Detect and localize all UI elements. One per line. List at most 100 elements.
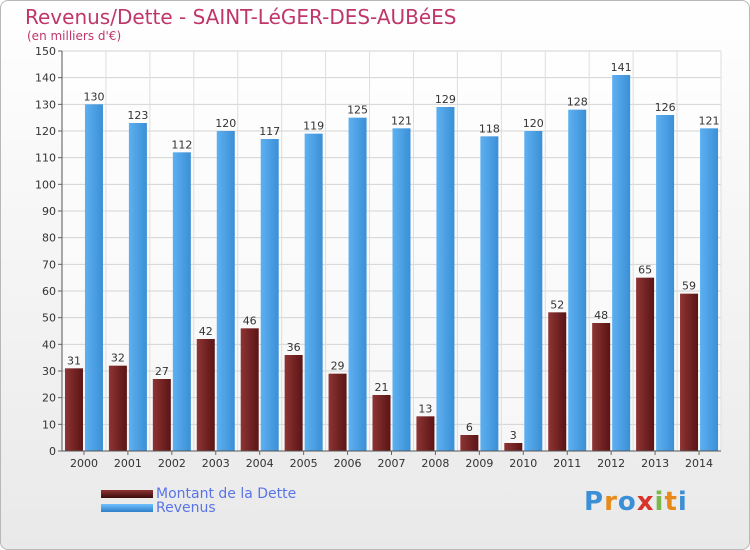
debt-value-label: 27 — [155, 365, 169, 378]
x-tick-label: 2012 — [597, 457, 625, 470]
x-tick-label: 2007 — [378, 457, 406, 470]
legend-swatch-revenue — [101, 504, 153, 512]
debt-value-label: 42 — [199, 325, 213, 338]
revenue-value-label: 121 — [391, 114, 412, 127]
chart-title: Revenus/Dette - SAINT-LéGER-DES-AUBéES — [25, 5, 457, 29]
revenue-value-label: 120 — [523, 117, 544, 130]
revenue-bar — [392, 128, 411, 451]
revenue-value-label: 123 — [127, 109, 148, 122]
x-tick-label: 2014 — [685, 457, 713, 470]
legend-label-revenue: Revenus — [156, 500, 216, 516]
debt-bar — [636, 277, 655, 451]
debt-bar — [372, 395, 391, 451]
y-tick-label: 10 — [42, 418, 56, 431]
y-tick-label: 90 — [42, 205, 56, 218]
revenue-value-label: 119 — [303, 120, 324, 133]
revenue-bar — [612, 75, 631, 451]
x-tick-label: 2013 — [641, 457, 669, 470]
revenue-value-label: 120 — [215, 117, 236, 130]
chart-subtitle: (en milliers d'€) — [27, 29, 122, 43]
y-tick-label: 100 — [35, 178, 56, 191]
y-tick-label: 60 — [42, 285, 56, 298]
revenue-bar — [480, 136, 499, 452]
x-tick-label: 2000 — [70, 457, 98, 470]
debt-value-label: 3 — [510, 429, 517, 442]
debt-value-label: 46 — [243, 314, 257, 327]
debt-value-label: 59 — [682, 280, 696, 293]
y-tick-label: 80 — [42, 232, 56, 245]
y-tick-label: 50 — [42, 312, 56, 325]
debt-bar — [460, 435, 479, 451]
debt-bar — [592, 323, 611, 451]
y-tick-label: 130 — [35, 98, 56, 111]
revenue-bar — [700, 128, 719, 451]
debt-bar — [108, 365, 127, 451]
debt-bar — [416, 416, 435, 451]
revenue-value-label: 128 — [567, 96, 588, 109]
legend-swatch-debt — [101, 490, 153, 498]
debt-value-label: 13 — [418, 402, 432, 415]
x-tick-label: 2001 — [114, 457, 142, 470]
plot-area — [62, 51, 721, 451]
debt-bar — [64, 368, 83, 451]
x-tick-label: 2011 — [553, 457, 581, 470]
x-tick-label: 2008 — [421, 457, 449, 470]
x-tick-label: 2009 — [465, 457, 493, 470]
y-tick-label: 40 — [42, 338, 56, 351]
revenue-value-label: 125 — [347, 104, 368, 117]
debt-value-label: 29 — [331, 360, 345, 373]
revenue-value-label: 126 — [655, 101, 676, 114]
y-tick-label: 110 — [35, 152, 56, 165]
revenue-bar — [304, 133, 323, 451]
y-tick-label: 140 — [35, 72, 56, 85]
revenue-value-label: 129 — [435, 93, 456, 106]
debt-value-label: 21 — [375, 381, 389, 394]
revenue-bar — [84, 104, 103, 451]
revenue-value-label: 130 — [83, 90, 104, 103]
debt-bar — [548, 312, 567, 451]
revenue-bar — [436, 107, 455, 451]
debt-value-label: 31 — [67, 354, 81, 367]
debt-value-label: 36 — [287, 341, 301, 354]
debt-value-label: 32 — [111, 352, 125, 365]
debt-value-label: 48 — [594, 309, 608, 322]
debt-bar — [152, 379, 171, 451]
y-tick-label: 20 — [42, 392, 56, 405]
x-tick-label: 2010 — [509, 457, 537, 470]
revenue-value-label: 121 — [699, 114, 720, 127]
revenue-bar — [524, 131, 543, 451]
x-tick-label: 2004 — [246, 457, 274, 470]
revenue-value-label: 141 — [611, 61, 632, 74]
x-tick-label: 2005 — [290, 457, 318, 470]
revenue-value-label: 118 — [479, 122, 500, 135]
y-tick-label: 150 — [35, 45, 56, 58]
debt-bar — [328, 373, 347, 451]
revenue-value-label: 112 — [171, 138, 192, 151]
debt-bar — [504, 443, 523, 451]
revenue-bar — [348, 117, 367, 452]
legend-label-debt: Montant de la Dette — [156, 486, 297, 502]
debt-bar — [240, 328, 259, 451]
x-tick-label: 2002 — [158, 457, 186, 470]
y-tick-label: 0 — [49, 445, 56, 458]
debt-value-label: 6 — [466, 421, 473, 434]
revenue-value-label: 117 — [259, 125, 280, 138]
y-tick-label: 30 — [42, 365, 56, 378]
revenue-bar — [568, 109, 587, 452]
x-tick-label: 2006 — [334, 457, 362, 470]
y-tick-label: 70 — [42, 258, 56, 271]
debt-bar — [284, 355, 303, 451]
proxiti-logo: Proxiti — [584, 487, 688, 517]
revenue-bar — [172, 152, 191, 452]
debt-bar — [680, 293, 699, 451]
x-tick-label: 2003 — [202, 457, 230, 470]
y-tick-label: 120 — [35, 125, 56, 138]
revenue-bar — [656, 115, 675, 451]
revenue-bar — [128, 123, 147, 451]
debt-value-label: 65 — [638, 264, 652, 277]
revenue-bar — [216, 131, 235, 451]
revenue-bar — [260, 139, 279, 451]
debt-value-label: 52 — [550, 298, 564, 311]
